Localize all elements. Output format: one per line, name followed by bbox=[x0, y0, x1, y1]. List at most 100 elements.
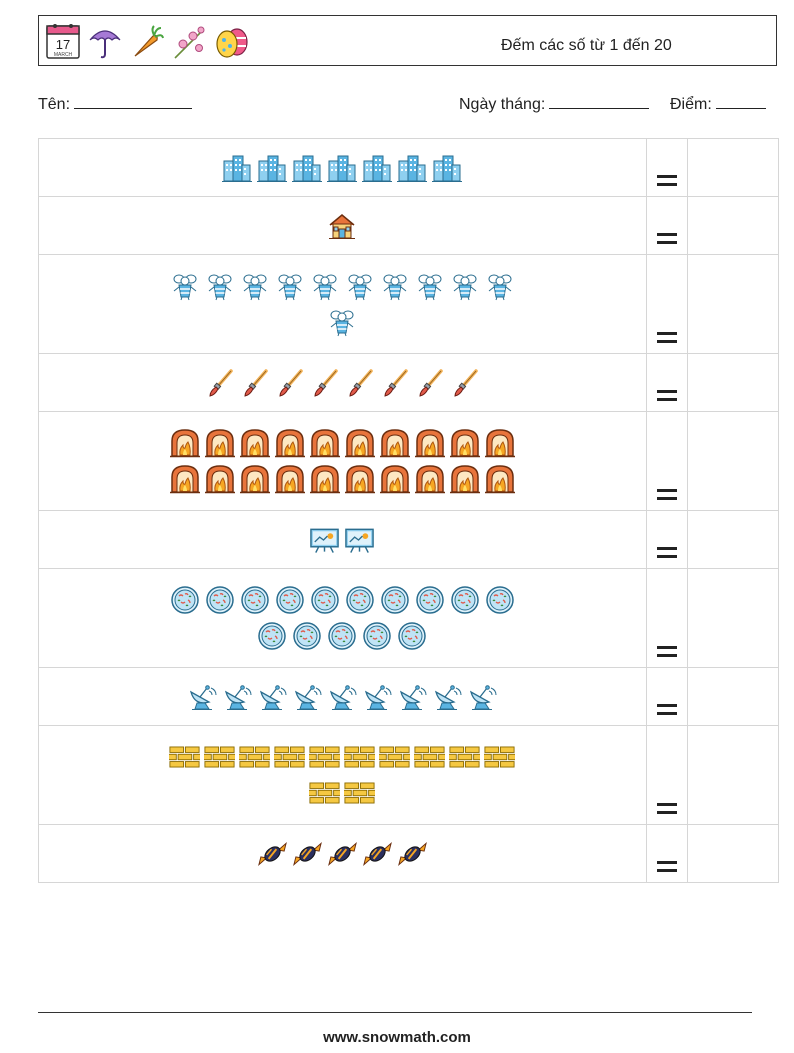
fireplace-icon bbox=[274, 464, 305, 495]
question-row bbox=[38, 824, 780, 883]
worksheet-title: Đếm các số từ 1 đến 20 bbox=[501, 37, 672, 54]
answer-box[interactable] bbox=[686, 568, 780, 668]
petri-dish-icon bbox=[292, 621, 323, 652]
bee-icon bbox=[414, 271, 445, 302]
name-field: Tên: bbox=[38, 94, 193, 114]
bee-icon bbox=[309, 271, 340, 302]
fireplace-icon bbox=[414, 428, 445, 459]
fireplace-icon bbox=[379, 428, 410, 459]
worksheet-header: 17 MARCH Đếm các số từ 1 đến 20 bbox=[38, 15, 777, 66]
score-blank[interactable] bbox=[715, 94, 766, 109]
petri-dish-icon bbox=[484, 585, 515, 616]
satellite-dish-icon bbox=[292, 681, 323, 712]
equals-sign bbox=[656, 233, 677, 244]
brick-wall-icon bbox=[379, 742, 411, 773]
picture-cell bbox=[38, 667, 647, 726]
candy-icon bbox=[327, 838, 358, 869]
petri-dish-icon bbox=[344, 585, 375, 616]
answer-box[interactable] bbox=[686, 725, 780, 825]
picture-cell bbox=[38, 510, 647, 569]
brick-wall-icon bbox=[414, 742, 446, 773]
house-icon bbox=[327, 210, 358, 241]
bee-icon bbox=[449, 271, 480, 302]
office-building-icon bbox=[327, 152, 358, 183]
satellite-dish-icon bbox=[222, 681, 253, 712]
date-field: Ngày tháng: bbox=[459, 94, 650, 114]
office-building-icon bbox=[222, 152, 253, 183]
picture-cell bbox=[38, 254, 647, 354]
fireplace-icon bbox=[484, 464, 515, 495]
equals-cell bbox=[645, 510, 688, 569]
fireplace-icon bbox=[379, 464, 410, 495]
picture-cell bbox=[38, 196, 647, 255]
petri-dish-icon bbox=[449, 585, 480, 616]
question-row bbox=[38, 667, 780, 726]
fireplace-icon bbox=[239, 464, 270, 495]
date-label: Ngày tháng: bbox=[459, 96, 546, 113]
question-row bbox=[38, 568, 780, 668]
petri-dish-icon bbox=[362, 621, 393, 652]
answer-box[interactable] bbox=[686, 196, 780, 255]
answer-box[interactable] bbox=[686, 254, 780, 354]
brick-wall-icon bbox=[344, 778, 376, 809]
fireplace-icon bbox=[204, 464, 235, 495]
fireplace-icon bbox=[204, 428, 235, 459]
paint-brush-icon bbox=[274, 367, 305, 398]
answer-box[interactable] bbox=[686, 667, 780, 726]
equals-cell bbox=[645, 254, 688, 354]
picture-cell bbox=[38, 138, 647, 197]
candy-icon bbox=[292, 838, 323, 869]
answer-box[interactable] bbox=[686, 138, 780, 197]
name-blank[interactable] bbox=[74, 94, 193, 109]
fireplace-icon bbox=[344, 464, 375, 495]
candy-icon bbox=[362, 838, 393, 869]
question-row bbox=[38, 725, 780, 825]
paint-brush-icon bbox=[204, 367, 235, 398]
question-row bbox=[38, 196, 780, 255]
answer-box[interactable] bbox=[686, 411, 780, 511]
question-row bbox=[38, 353, 780, 412]
satellite-dish-icon bbox=[397, 681, 428, 712]
question-row bbox=[38, 138, 780, 197]
answer-box[interactable] bbox=[686, 824, 780, 883]
petri-dish-icon bbox=[309, 585, 340, 616]
equals-sign bbox=[656, 547, 677, 558]
equals-cell bbox=[645, 667, 688, 726]
flower-icon bbox=[174, 26, 205, 59]
footer-website: www.snowmath.com bbox=[323, 1029, 471, 1046]
fireplace-icon bbox=[344, 428, 375, 459]
picture-cell bbox=[38, 824, 647, 883]
fireplace-icon bbox=[449, 464, 480, 495]
bee-icon bbox=[274, 271, 305, 302]
equals-cell bbox=[645, 411, 688, 511]
satellite-dish-icon bbox=[432, 681, 463, 712]
answer-box[interactable] bbox=[686, 510, 780, 569]
easter-egg-icon bbox=[216, 28, 248, 58]
petri-dish-icon bbox=[169, 585, 200, 616]
petri-dish-icon bbox=[397, 621, 428, 652]
calendar-day: 17 bbox=[56, 37, 70, 52]
question-row bbox=[38, 254, 780, 354]
presentation-board-icon bbox=[309, 524, 340, 555]
satellite-dish-icon bbox=[362, 681, 393, 712]
umbrella-icon bbox=[89, 30, 121, 59]
candy-icon bbox=[257, 838, 288, 869]
date-blank[interactable] bbox=[549, 94, 650, 109]
score-label: Điểm: bbox=[670, 96, 712, 113]
satellite-dish-icon bbox=[187, 681, 218, 712]
bee-icon bbox=[379, 271, 410, 302]
equals-cell bbox=[645, 196, 688, 255]
equals-cell bbox=[645, 353, 688, 412]
equals-sign bbox=[656, 861, 677, 872]
petri-dish-icon bbox=[204, 585, 235, 616]
candy-icon bbox=[397, 838, 428, 869]
equals-cell bbox=[645, 824, 688, 883]
header-icons: 17 MARCH bbox=[45, 22, 249, 60]
equals-sign bbox=[656, 646, 677, 657]
answer-box[interactable] bbox=[686, 353, 780, 412]
calendar-month: MARCH bbox=[54, 52, 73, 58]
paint-brush-icon bbox=[414, 367, 445, 398]
equals-sign bbox=[656, 704, 677, 715]
brick-wall-icon bbox=[484, 742, 516, 773]
satellite-dish-icon bbox=[257, 681, 288, 712]
